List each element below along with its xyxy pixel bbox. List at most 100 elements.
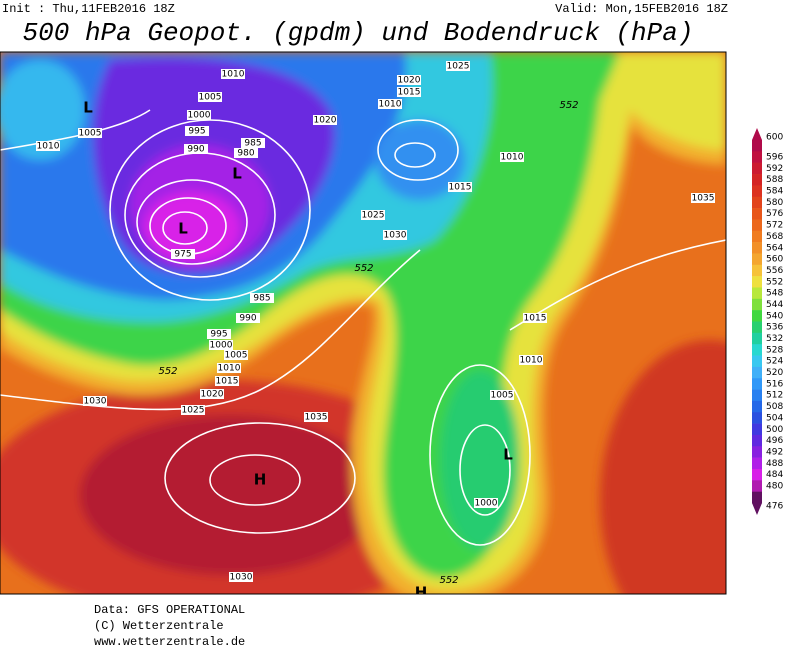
isobar-label: 990 — [187, 145, 204, 155]
colorbar-cell — [752, 446, 762, 458]
colorbar-cell — [752, 140, 762, 152]
colorbar-label: 572 — [766, 221, 783, 231]
label-box — [383, 230, 407, 240]
label-box — [448, 182, 472, 192]
isobar-label: 1000 — [188, 111, 211, 121]
isobar — [394, 142, 436, 168]
colorbar-label: 568 — [766, 232, 783, 242]
isobar-label: 1005 — [491, 391, 514, 401]
isobar — [162, 211, 208, 245]
colorbar-cell — [752, 242, 762, 254]
label-box — [181, 405, 205, 415]
colorbar-cell — [752, 185, 762, 198]
colorbar-label: 544 — [766, 300, 783, 310]
colorbar-cell — [752, 208, 762, 220]
isobar-label: 1010 — [218, 364, 241, 374]
colorbar-cell — [752, 253, 762, 266]
colorbar-cell — [752, 378, 762, 390]
isobar-label: 1025 — [447, 62, 470, 72]
label-box — [229, 572, 253, 582]
isobar-label: 995 — [210, 330, 227, 340]
colorbar-cell — [752, 344, 762, 356]
isobar — [136, 179, 248, 265]
colorbar-cell — [752, 480, 762, 492]
label-box — [185, 126, 209, 136]
isobar-label: 1030 — [230, 573, 253, 583]
footer-data: Data: GFS OPERATIONAL — [94, 603, 245, 617]
colorbar-label: 496 — [766, 436, 783, 446]
colorbar-cell — [752, 276, 762, 288]
label-box — [221, 69, 245, 79]
isobar-label: 1005 — [225, 351, 248, 361]
label-box — [378, 99, 402, 109]
isobar-label: 1010 — [37, 142, 60, 152]
geopotential-label: 552 — [559, 100, 578, 111]
label-box — [198, 92, 222, 102]
isobar — [459, 424, 511, 516]
label-box — [236, 313, 260, 323]
isobar — [377, 119, 459, 181]
colorbar-label: 592 — [766, 164, 783, 174]
colorbar-cell — [752, 287, 762, 300]
isobar-label: 990 — [239, 314, 256, 324]
pressure-center: H — [254, 471, 267, 489]
colorbar-cell — [752, 423, 762, 436]
colorbar-label: 564 — [766, 243, 783, 253]
label-box — [474, 498, 498, 508]
map-area: 1010101010051000995990985980975985990995… — [0, 52, 726, 594]
isobar-label: 1020 — [314, 116, 337, 126]
colorbar-label: 520 — [766, 368, 783, 378]
colorbar-label: 596 — [766, 153, 783, 163]
label-box — [304, 412, 328, 422]
label-box — [78, 128, 102, 138]
warm-region — [600, 340, 726, 594]
isobar-label: 1025 — [182, 406, 205, 416]
colorbar-label: 552 — [766, 277, 783, 287]
colorbar-cell — [752, 310, 762, 322]
colorbar-label: 560 — [766, 255, 783, 265]
cyan-region — [0, 60, 85, 160]
label-box — [241, 138, 265, 148]
colorbar-cell — [752, 434, 762, 447]
init-time: Init : Thu,11FEB2016 18Z — [2, 2, 175, 16]
colorbar-label: 488 — [766, 459, 783, 469]
isobar-label: 1020 — [201, 390, 224, 400]
colorbar-label: 508 — [766, 402, 783, 412]
colorbar-label: 484 — [766, 470, 783, 480]
colorbar-cell — [752, 264, 762, 277]
blue-region — [375, 120, 465, 200]
colorbar-label: 480 — [766, 481, 783, 491]
colorbar-label: 580 — [766, 198, 783, 208]
footer-url: www.wetterzentrale.de — [94, 635, 245, 646]
pressure-center: L — [178, 220, 188, 238]
colorbar-arrow — [752, 128, 762, 140]
label-box — [217, 363, 241, 373]
colorbar-label: 548 — [766, 289, 783, 299]
colorbar-label: 556 — [766, 266, 783, 276]
label-box — [200, 389, 224, 399]
label-box — [397, 75, 421, 85]
pressure-center: L — [83, 99, 93, 117]
isobar-label: 1015 — [398, 88, 421, 98]
valid-time: Valid: Mon,15FEB2016 18Z — [555, 2, 728, 16]
magenta-core — [144, 192, 240, 264]
colorbar-cell — [752, 491, 762, 504]
map-title: 500 hPa Geopot. (gpdm) und Bodendruck (h… — [23, 18, 694, 48]
label-box — [397, 87, 421, 97]
label-box — [207, 329, 231, 339]
isobar-label: 1005 — [199, 93, 222, 103]
colorbar-cell — [752, 389, 762, 402]
label-box — [361, 210, 385, 220]
colorbar-cell — [752, 400, 762, 413]
colorbar-arrow — [752, 503, 762, 515]
label-box — [209, 340, 233, 350]
isobar-label: 1010 — [520, 356, 543, 366]
label-box — [224, 350, 248, 360]
label-box — [250, 293, 274, 303]
label-box — [187, 110, 211, 120]
isobar-label: 1015 — [216, 377, 239, 387]
colorbar-label: 528 — [766, 345, 783, 355]
geopotential-label: 552 — [439, 575, 458, 586]
